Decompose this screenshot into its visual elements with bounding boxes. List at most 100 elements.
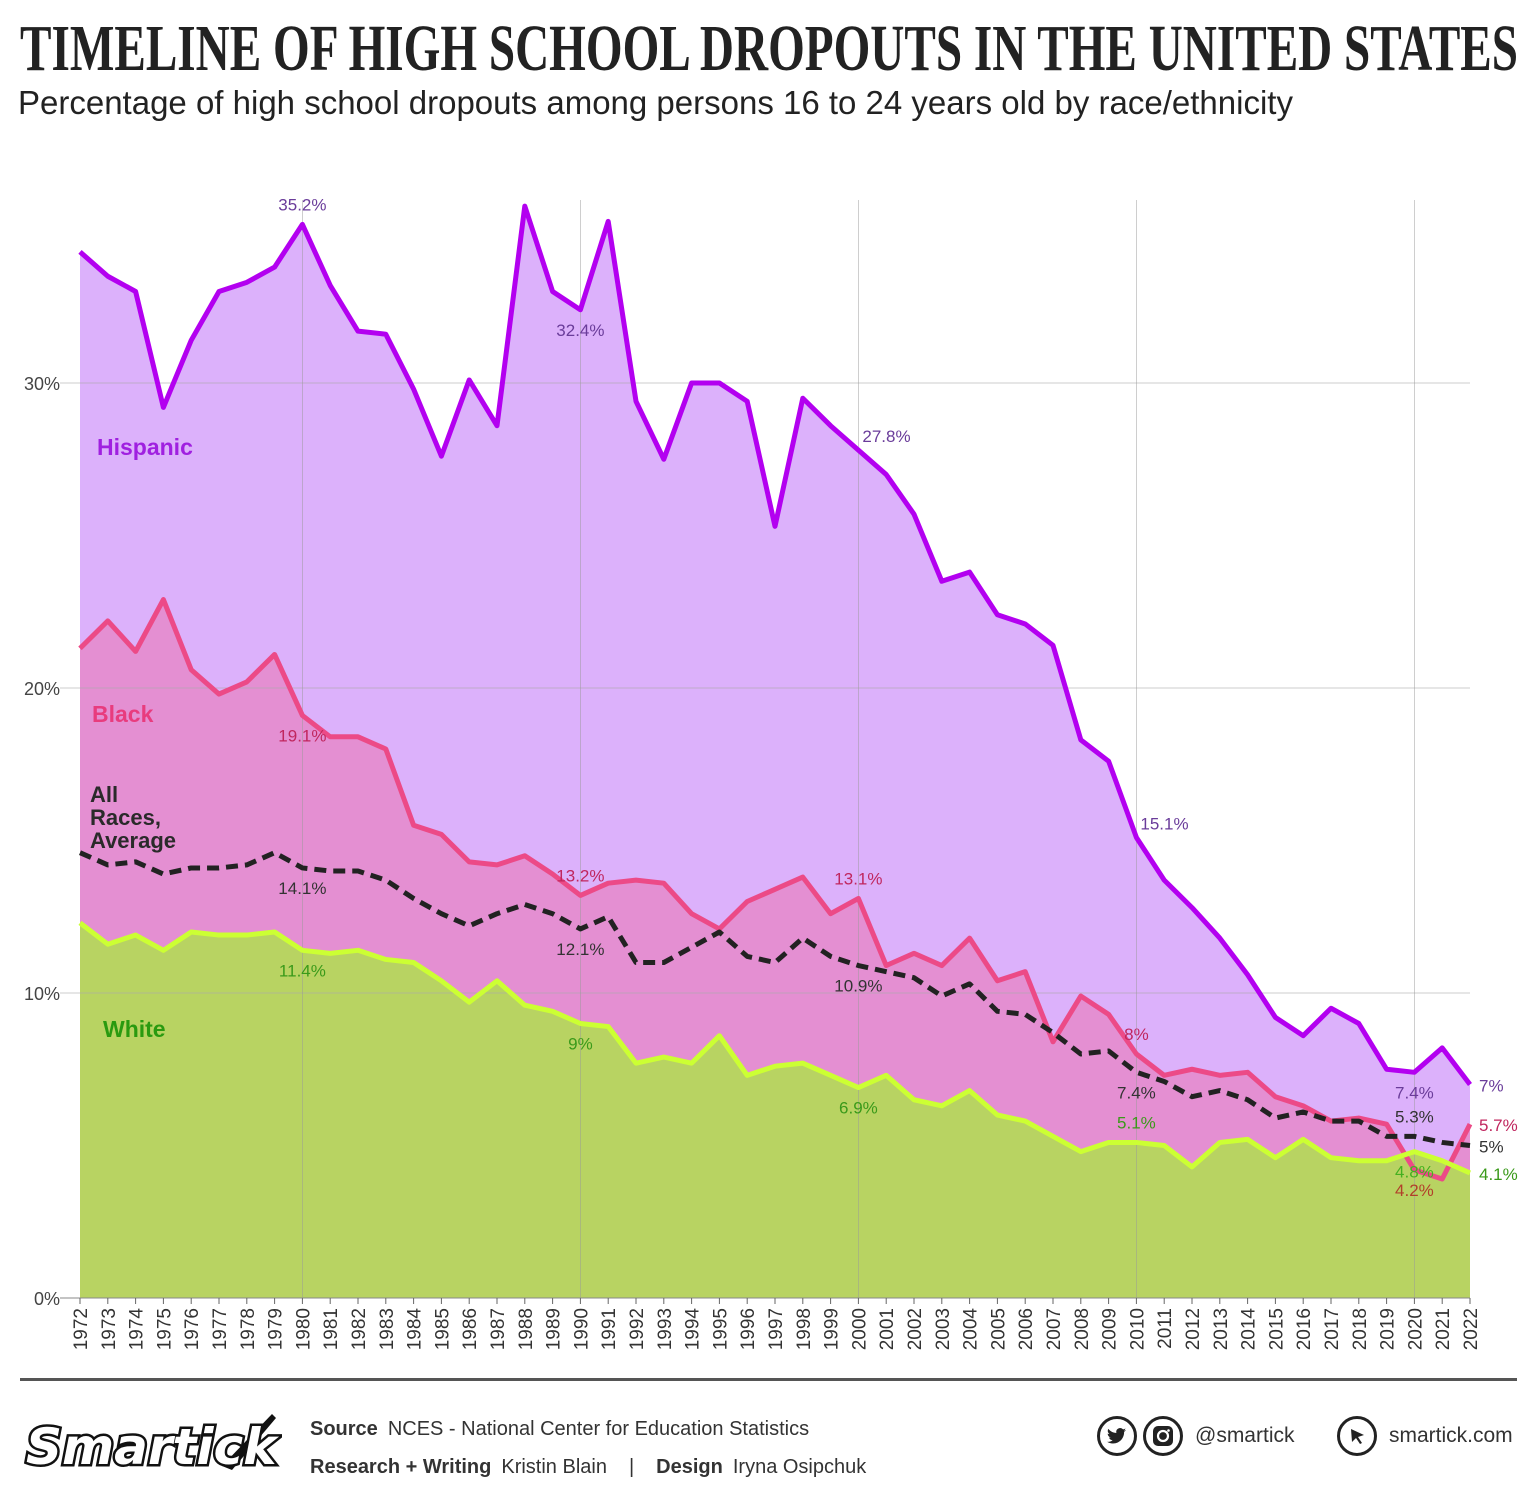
data-label: 19.1%: [278, 726, 326, 745]
x-tick-label: 2012: [1183, 1308, 1204, 1350]
data-label: 14.1%: [278, 879, 326, 898]
data-label: 11.4%: [279, 961, 326, 980]
data-label: 9%: [568, 1035, 593, 1054]
x-tick-label: 1985: [432, 1308, 453, 1350]
x-tick-label: 1972: [71, 1308, 92, 1350]
x-tick-label: 1993: [655, 1308, 676, 1350]
data-label: 5.7%: [1479, 1116, 1518, 1135]
x-tick-label: 2018: [1350, 1308, 1371, 1350]
x-tick-label: 1987: [488, 1308, 509, 1350]
x-tick-label: 2009: [1100, 1308, 1121, 1350]
legend-label: Races,: [90, 805, 161, 830]
x-tick-label: 2021: [1433, 1308, 1454, 1350]
x-tick-label: 2004: [961, 1308, 982, 1351]
x-tick-label: 1996: [738, 1308, 759, 1350]
x-tick-label: 1994: [683, 1308, 704, 1351]
x-tick-label: 2006: [1016, 1308, 1037, 1350]
x-tick-label: 1986: [460, 1308, 481, 1350]
data-label: 13.1%: [834, 869, 882, 888]
x-tick-label: 1983: [377, 1308, 398, 1350]
research-label: Research + Writing: [310, 1456, 492, 1478]
area-white: [80, 922, 1470, 1298]
y-tick-label: 0%: [34, 1289, 60, 1309]
source-label: Source: [310, 1418, 378, 1440]
x-tick-label: 2011: [1155, 1308, 1176, 1349]
data-label: 35.2%: [278, 195, 326, 214]
data-label: 4.2%: [1395, 1181, 1434, 1200]
data-label: 4.8%: [1395, 1163, 1434, 1182]
x-tick-label: 1989: [544, 1308, 565, 1350]
data-label: 12.1%: [556, 940, 604, 959]
y-tick-label: 10%: [24, 984, 60, 1004]
x-tick-label: 2001: [877, 1308, 898, 1350]
design-label: Design: [656, 1456, 723, 1478]
x-tick-label: 1980: [293, 1308, 314, 1350]
x-tick-label: 1978: [238, 1308, 259, 1350]
line-hispanic: [78, 203, 1472, 1087]
x-tick-label: 2020: [1405, 1308, 1426, 1350]
data-label: 13.2%: [556, 866, 604, 885]
logo-check-mark: [222, 1414, 276, 1470]
data-label: 4.1%: [1479, 1165, 1518, 1184]
x-tick-label: 1990: [571, 1308, 592, 1350]
x-tick-label: 1999: [822, 1308, 843, 1350]
chart-subtitle: Percentage of high school dropouts among…: [18, 84, 1293, 121]
x-tick-label: 1988: [516, 1308, 537, 1350]
x-tick-label: 2003: [933, 1308, 954, 1350]
data-label: 6.9%: [839, 1099, 878, 1118]
line-white: [78, 920, 1472, 1176]
x-tick-label: 2019: [1378, 1308, 1399, 1350]
x-tick-label: 1982: [349, 1308, 370, 1350]
x-tick-label: 2014: [1239, 1308, 1260, 1351]
x-tick-label: 1991: [599, 1308, 620, 1350]
data-label: 7.4%: [1117, 1083, 1156, 1102]
x-tick-label: 2013: [1211, 1308, 1232, 1350]
x-tick-label: 2007: [1044, 1308, 1065, 1350]
social-handle[interactable]: @smartick: [1195, 1424, 1295, 1447]
credits: Source NCES - National Center for Educati…: [310, 1410, 866, 1486]
svg-text:Smartick: Smartick: [26, 1418, 279, 1476]
cursor-icon[interactable]: [1337, 1416, 1377, 1456]
x-tick-label: 2017: [1322, 1308, 1343, 1350]
data-label: 5%: [1479, 1138, 1504, 1157]
legend-label: Average: [90, 828, 176, 853]
x-tick-label: 1995: [710, 1308, 731, 1350]
x-tick-label: 2005: [988, 1308, 1009, 1350]
x-tick-label: 2002: [905, 1308, 926, 1350]
x-tick-label: 2010: [1127, 1308, 1148, 1350]
legend-label: Hispanic: [97, 434, 193, 460]
twitter-icon[interactable]: [1097, 1416, 1137, 1456]
data-label: 27.8%: [862, 427, 910, 446]
x-tick-label: 1974: [127, 1308, 148, 1351]
title-svg: TIMELINE OF HIGH SCHOOL DROPOUTS IN THE …: [20, 12, 1518, 80]
data-label: 15.1%: [1140, 814, 1188, 833]
x-tick-label: 2000: [849, 1308, 870, 1350]
x-tick-label: 2015: [1266, 1308, 1287, 1350]
footer-divider: [20, 1378, 1517, 1381]
credits-divider: |: [628, 1456, 635, 1478]
data-label: 8%: [1124, 1025, 1149, 1044]
x-tick-label: 1975: [154, 1308, 175, 1350]
x-tick-label: 1981: [321, 1308, 342, 1350]
data-label: 5.1%: [1117, 1113, 1156, 1132]
smartick-logo: Smartick: [24, 1414, 282, 1478]
social-links: @smartick: [1097, 1416, 1294, 1456]
data-label: 7%: [1479, 1077, 1504, 1096]
x-tick-label: 1998: [794, 1308, 815, 1350]
x-tick-label: 2016: [1294, 1308, 1315, 1350]
data-label: 10.9%: [834, 977, 882, 996]
line-all-races-average: [78, 850, 1471, 1148]
data-label: 5.3%: [1395, 1107, 1434, 1126]
data-label: 7.4%: [1395, 1083, 1434, 1102]
line-black: [78, 597, 1473, 1182]
instagram-icon[interactable]: [1143, 1416, 1183, 1456]
y-tick-label: 30%: [24, 374, 60, 394]
x-tick-label: 1979: [266, 1308, 287, 1350]
x-tick-label: 1977: [210, 1308, 231, 1350]
legend-label: All: [90, 782, 118, 807]
chart-title: TIMELINE OF HIGH SCHOOL DROPOUTS IN THE …: [20, 12, 1518, 80]
website-link: smartick.com: [1337, 1416, 1513, 1456]
website[interactable]: smartick.com: [1389, 1424, 1513, 1447]
legend-label: Black: [92, 701, 154, 727]
x-tick-label: 2022: [1461, 1308, 1482, 1350]
